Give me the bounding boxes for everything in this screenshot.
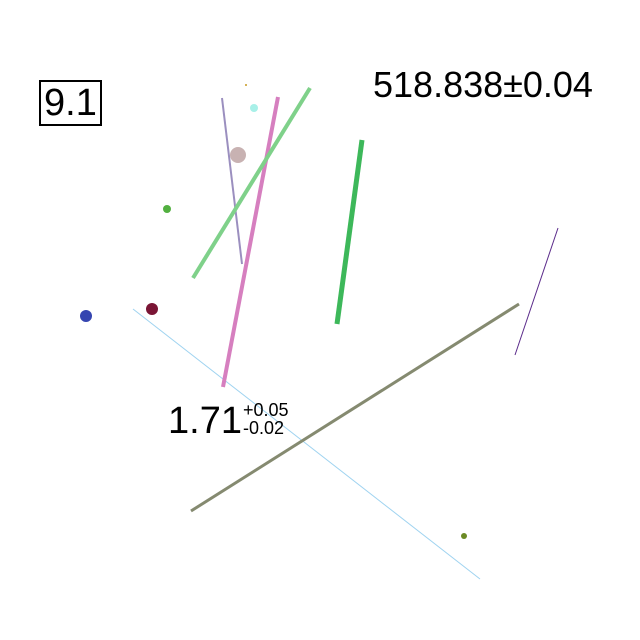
measurement-uncertainty: +0.05 -0.02 <box>243 401 289 437</box>
green-line <box>334 139 365 325</box>
purple-line <box>514 227 559 356</box>
maroon-dot <box>146 303 158 315</box>
olive-line <box>190 302 520 513</box>
pink-line <box>221 96 280 388</box>
tan-dot <box>230 147 246 163</box>
measurement-value: 1.71 <box>168 400 242 442</box>
blue-dot <box>80 310 92 322</box>
top-value-label: 518.838±0.04 <box>373 64 593 105</box>
orange-dot <box>245 84 247 86</box>
cyan-dot <box>250 104 258 112</box>
boxed-label: 9.1 <box>39 80 102 126</box>
green-dot <box>163 205 171 213</box>
measurement-minus: -0.02 <box>242 418 284 438</box>
lavender-line <box>221 97 243 265</box>
measurement-label: 1.71 +0.05 -0.02 <box>168 400 289 442</box>
light-green-line <box>191 86 312 280</box>
olive-dot <box>461 533 467 539</box>
measurement-plus: +0.05 <box>242 400 289 420</box>
light-blue-line <box>132 308 481 580</box>
